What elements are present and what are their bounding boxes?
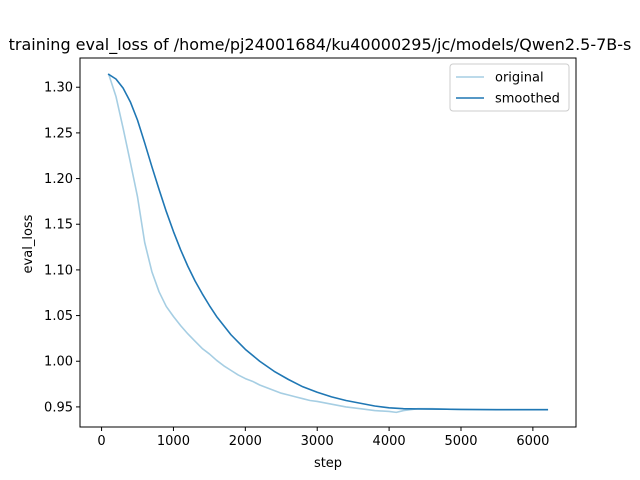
y-tick-label: 0.95 [44,400,73,415]
series-line-smoothed [107,73,549,411]
y-tick-label: 1.05 [44,309,73,324]
y-tick-label: 1.30 [44,81,73,96]
x-tick-label: 6000 [516,434,549,449]
x-tick-label: 5000 [444,434,477,449]
legend-label-original: original [495,71,544,86]
x-tick-label: 1000 [157,434,190,449]
series-line-original [107,73,549,414]
chart-title: training eval_loss of /home/pj24001684/k… [9,35,632,55]
legend-label-smoothed: smoothed [495,92,560,107]
y-tick-label: 1.20 [44,172,73,187]
plot-frame [79,57,577,428]
x-axis-label: step [314,456,342,471]
x-tick-label: 0 [97,434,105,449]
x-tick-label: 2000 [229,434,262,449]
legend: original smoothed [449,63,570,112]
y-axis-label: eval_loss [21,214,36,273]
y-tick-label: 1.00 [44,355,73,370]
y-tick-label: 1.10 [44,263,73,278]
x-tick-label: 3000 [301,434,334,449]
x-tick-label: 4000 [373,434,406,449]
series-layer [107,73,549,414]
y-tick-label: 1.15 [44,218,73,233]
axes-layer: 0 1000 2000 3000 4000 5000 6000 0.95 1.00 1.05 1.1… [44,57,577,449]
y-tick-label: 1.25 [44,126,73,141]
legend-box [449,63,570,112]
